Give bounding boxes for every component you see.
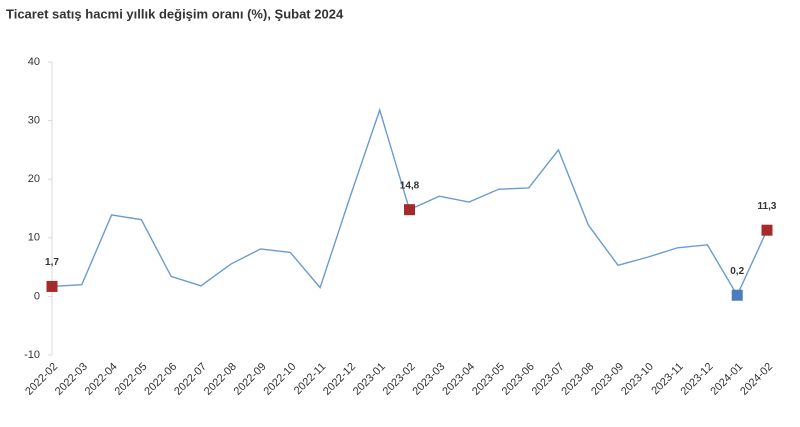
point-marker <box>761 224 773 236</box>
x-tick-label: 2024-02 <box>738 361 775 398</box>
y-tick-label: 0 <box>34 290 40 302</box>
value-label: 0,2 <box>730 266 744 277</box>
y-tick-label: 30 <box>28 115 40 127</box>
y-tick-label: 10 <box>28 232 40 244</box>
value-label: 14,8 <box>400 180 420 191</box>
point-marker <box>404 204 415 216</box>
value-label: 1,7 <box>45 257 59 268</box>
x-tick-label: 2023-10 <box>619 361 656 398</box>
point-marker <box>731 289 743 301</box>
y-tick-label: -10 <box>24 349 40 361</box>
x-tick-label: 2022-10 <box>261 361 298 398</box>
chart-title: Ticaret satış hacmi yıllık değişim oranı… <box>6 6 344 21</box>
line <box>51 107 768 297</box>
y-tick-label: 40 <box>28 56 40 68</box>
y-tick-label: 20 <box>28 173 40 185</box>
point-marker <box>46 280 58 292</box>
value-label: 11,3 <box>758 201 777 212</box>
